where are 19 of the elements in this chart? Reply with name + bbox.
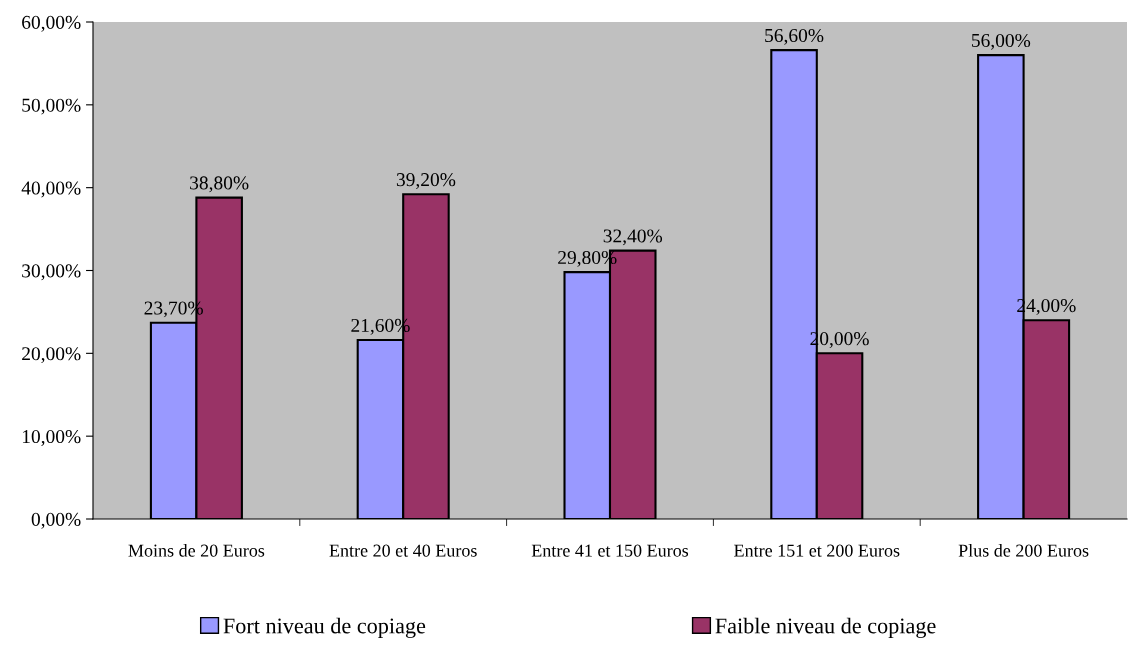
x-tick-label: Entre 41 et 150 Euros [531, 544, 689, 557]
y-tick-label: 40,00% [21, 181, 81, 198]
y-tick-label: 10,00% [22, 429, 81, 446]
y-tick-label: 50,00% [22, 98, 81, 115]
data-label: 38,80% [190, 176, 249, 193]
x-tick-label: Entre 151 et 200 Euros [734, 544, 900, 557]
data-label: 32,40% [603, 229, 663, 246]
data-label: 56,00% [972, 33, 1031, 50]
data-label: 39,20% [396, 173, 456, 189]
x-tick-label: Entre 20 et 40 Euros [329, 544, 477, 557]
data-label: 56,60% [765, 28, 824, 45]
y-tick-label: 0,00% [31, 512, 81, 529]
x-tick-label: Plus de 200 Euros [958, 544, 1089, 557]
x-tick-label: Moins de 20 Euros [128, 544, 265, 557]
legend-label: Fort niveau de copiage [223, 617, 426, 638]
y-tick-label: 20,00% [22, 347, 81, 364]
y-tick-label: 60,00% [22, 15, 81, 32]
legend-label: Faible niveau de copiage [715, 617, 936, 638]
y-tick-label: 30,00% [22, 264, 81, 281]
